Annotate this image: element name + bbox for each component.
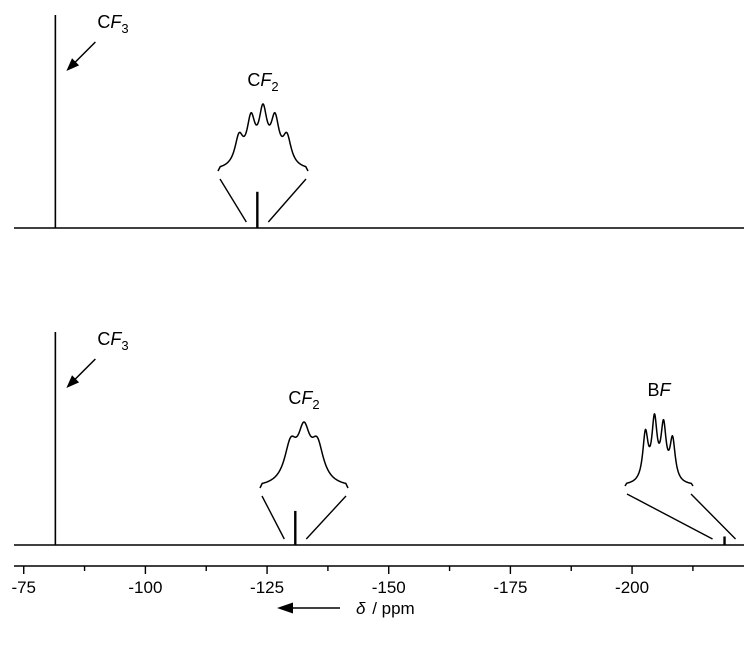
inset-multiplet-trace [624,412,694,487]
inset-zoom-line-left [219,178,247,223]
inset-multiplet-trace [217,103,309,172]
inset-zoom-line-right [690,493,737,540]
inset-zoom-line-left [626,493,713,540]
inset-zoom-line-right [267,178,307,223]
peak-label: CF2 [247,70,278,94]
x-axis-symbol: δ [356,599,366,618]
x-axis-title: δ / ppm [277,599,415,618]
peak-label: BF [647,380,671,400]
inset-zoom-line-left [261,495,285,540]
peak-label: CF3 [97,12,128,36]
peak-label: CF3 [97,329,128,353]
x-axis: -75 -100 -125 -150 -175 -200 [11,565,744,597]
x-tick-label: -100 [128,578,162,597]
peak-label: CF2 [288,388,319,412]
x-axis-unit: / ppm [372,599,415,618]
inset-zoom-line-right [305,495,347,540]
spectra-layer: CF3 CF2 CF3 CF2 BF [14,12,744,546]
direction-arrow-head [277,602,293,614]
x-tick-label: -75 [11,578,36,597]
x-tick-label: -175 [493,578,527,597]
x-tick-label: -125 [250,578,284,597]
inset-multiplet-trace [259,421,349,489]
x-tick-label: -200 [615,578,649,597]
spectrum-trace-2: CF3 CF2 BF [14,329,744,546]
callout-arrow-head [66,375,80,388]
spectrum-trace-1: CF3 CF2 [14,12,744,229]
x-tick-label: -150 [372,578,406,597]
svg-text:δ / ppm: δ / ppm [356,599,415,618]
callout-arrow-head [66,58,80,71]
